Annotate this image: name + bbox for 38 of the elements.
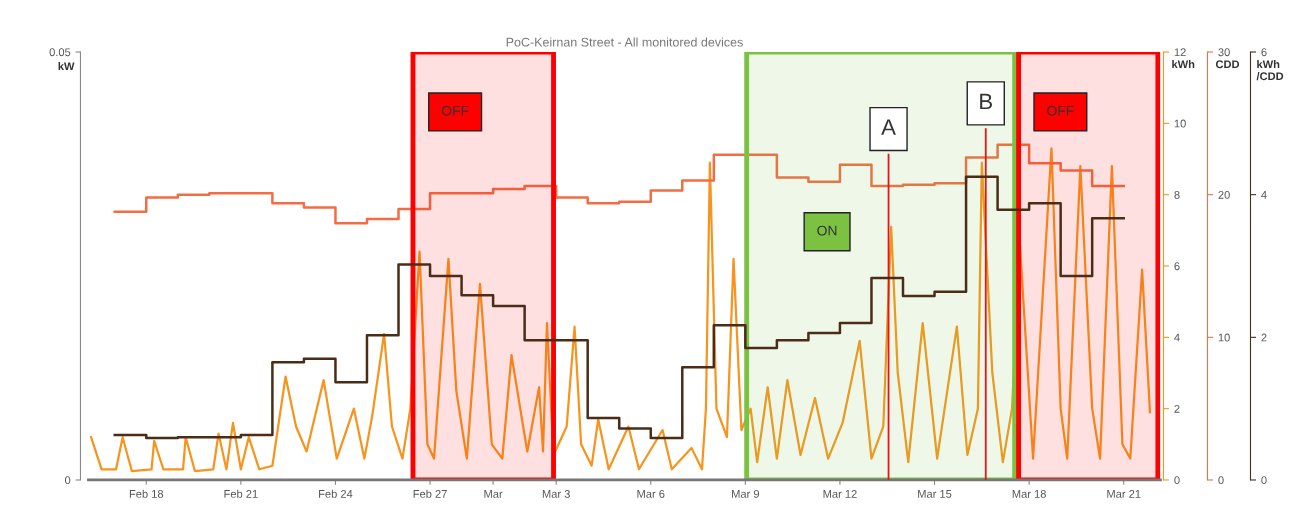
y-axis-title: kW <box>58 62 75 71</box>
x-tick-label: Mar 3 <box>542 490 570 498</box>
chart-title: PoC-Keirnan Street - All monitored devices <box>506 37 743 47</box>
x-tick-label: Mar 6 <box>637 490 665 498</box>
y2-tick-label: 2 <box>1174 404 1180 413</box>
y3-tick-label: 30 <box>1218 48 1230 57</box>
x-tick-label: Mar 21 <box>1107 490 1141 498</box>
y-tick-label: 0.05 <box>49 48 71 57</box>
y2-tick-label: 12 <box>1174 48 1186 57</box>
x-tick-label: Mar 15 <box>918 490 952 498</box>
band-label: ON <box>817 225 837 236</box>
y2-axis-title: kWh <box>1172 60 1195 69</box>
x-tick-label: Feb 27 <box>413 489 447 498</box>
y3-tick-label: 0 <box>1218 476 1224 485</box>
y-axis-title: kWh /CDD <box>1256 60 1284 81</box>
band-label: OFF <box>1047 105 1074 116</box>
y2-tick-label: 0 <box>1174 476 1180 485</box>
y3-axis-title: CDD <box>1215 60 1240 69</box>
x-tick-label: Mar 18 <box>1012 490 1046 498</box>
x-tick-label: Feb 18 <box>129 489 164 498</box>
y-tick-label: 4 <box>1261 191 1267 199</box>
x-tick-label: Feb 24 <box>319 489 353 498</box>
band-label: OFF <box>441 105 469 116</box>
y-tick-label: 2 <box>1261 333 1267 342</box>
y2-tick-label: 4 <box>1174 333 1180 342</box>
y2-tick-label: 10 <box>1174 119 1186 128</box>
y2-tick-label: 6 <box>1174 262 1180 271</box>
x-tick-label: Mar 12 <box>823 490 857 498</box>
y-tick-label: 6 <box>1261 48 1267 57</box>
x-tick-label: Mar <box>484 490 503 498</box>
ref-line-label: A <box>881 119 896 135</box>
y-tick-label: 0 <box>1261 476 1267 485</box>
y3-tick-label: 10 <box>1218 333 1230 342</box>
y2-tick-label: 8 <box>1174 190 1180 199</box>
x-tick-label: Feb 21 <box>224 489 258 498</box>
x-tick-label: Mar 9 <box>732 490 760 498</box>
ref-line-label: B <box>980 93 992 110</box>
y3-tick-label: 20 <box>1218 190 1230 199</box>
